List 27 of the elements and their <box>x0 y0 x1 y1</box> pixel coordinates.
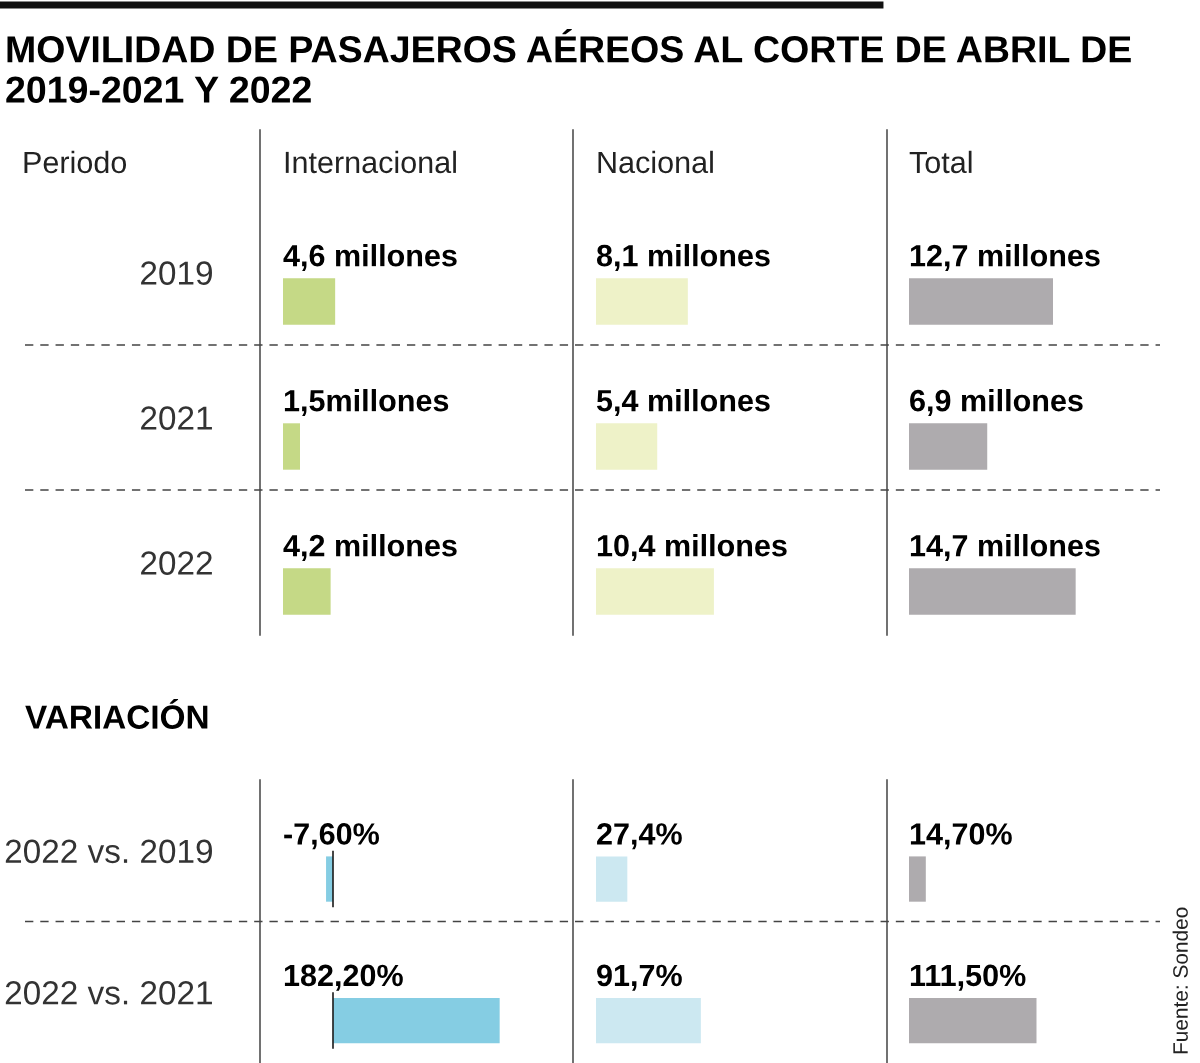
data-label: 10,4 millones <box>597 534 787 561</box>
data-label: -7,60% <box>284 823 380 850</box>
data-label: 6,9 millones <box>910 389 1083 416</box>
data-label: 111,50% <box>910 964 1026 991</box>
data-label: 8,1 millones <box>596 244 770 271</box>
y-axis-title: Periodo <box>24 150 127 174</box>
chart-title: Total <box>909 150 972 174</box>
y-tick-label: 2019 <box>141 261 212 285</box>
data-label: 5,4 millones <box>596 389 770 416</box>
chart-subtitle: VARIACIÓN <box>25 699 208 729</box>
chart-title: Internacional <box>285 150 456 174</box>
y-tick-label: 2022 vs. 2021 <box>5 981 212 1005</box>
y-tick-label: 2022 vs. 2019 <box>5 839 212 864</box>
chart-title: Nacional <box>598 150 713 174</box>
data-label: 1,5millones <box>284 389 449 416</box>
text: MOVILIDAD DE PASAJEROS AÉREOS AL CORTE DE ABRIL DE 2019-2021 Y 2022 <box>6 28 1131 103</box>
data-label: 14,7 millones <box>910 534 1100 561</box>
data-label: 182,20% <box>284 964 403 991</box>
source-note: Fuente: Sondeo <box>1172 907 1188 1054</box>
data-label: 91,7% <box>597 964 682 991</box>
data-label: 27,4% <box>597 823 682 850</box>
data-label: 4,6 millones <box>283 244 457 271</box>
data-label: 4,2 millones <box>283 534 457 561</box>
data-label: 14,70% <box>910 823 1012 850</box>
data-label: 12,7 millones <box>910 244 1100 271</box>
y-tick-label: 2022 <box>141 551 212 575</box>
y-tick-label: 2021 <box>141 406 212 430</box>
